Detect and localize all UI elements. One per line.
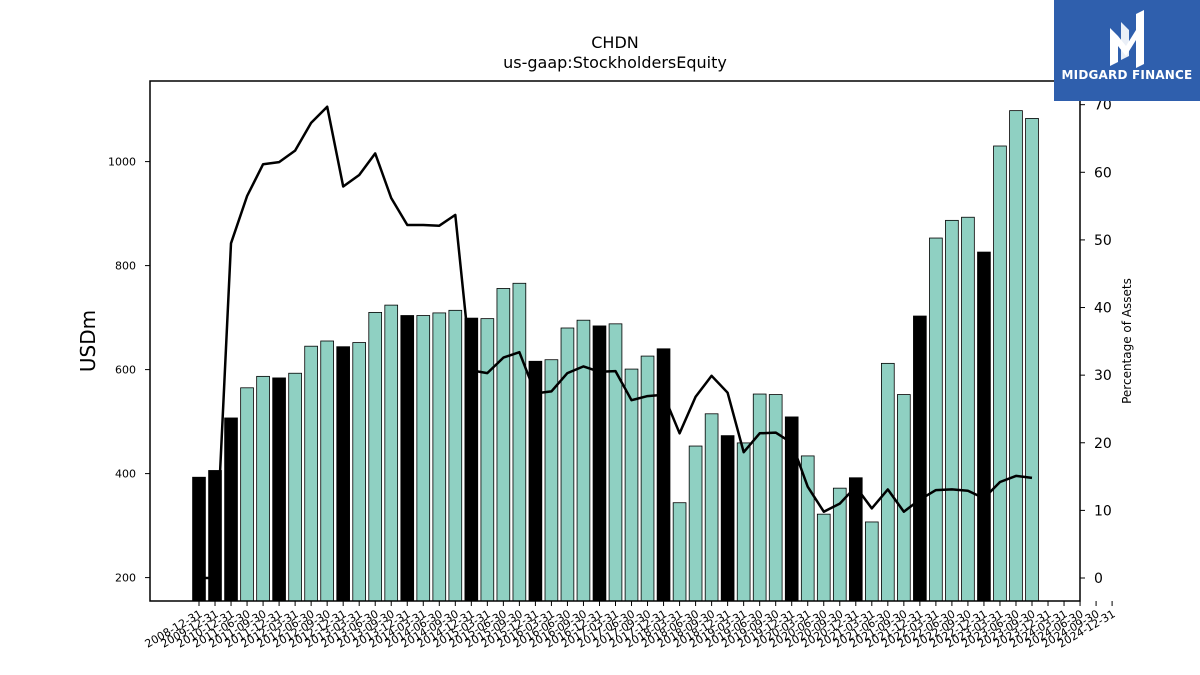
bar bbox=[480, 318, 495, 602]
bar bbox=[352, 342, 366, 602]
bar bbox=[881, 362, 895, 602]
logo-text: MIDGARD FINANCE bbox=[1061, 68, 1193, 82]
bar bbox=[848, 477, 863, 602]
bar bbox=[816, 513, 831, 602]
bar bbox=[704, 413, 719, 602]
y-tick-label: 800 bbox=[115, 260, 136, 273]
bar bbox=[656, 348, 671, 602]
bar bbox=[1025, 118, 1039, 602]
x-axis: 2008-12-312009-12-312010-12-312011-06-30… bbox=[143, 601, 1118, 651]
bar bbox=[496, 288, 511, 602]
bar bbox=[400, 315, 415, 602]
bar bbox=[576, 319, 591, 602]
bar bbox=[560, 327, 575, 602]
bar bbox=[736, 442, 751, 602]
y-tick-label: 400 bbox=[115, 468, 136, 481]
bar bbox=[272, 377, 286, 602]
bar bbox=[752, 393, 767, 602]
y2-tick-label: 0 bbox=[1094, 571, 1103, 587]
y2-axis-label: Percentage of Assets bbox=[1120, 278, 1134, 404]
bar bbox=[672, 502, 687, 602]
y2-tick-label: 30 bbox=[1094, 368, 1112, 384]
bar bbox=[416, 315, 431, 602]
midgard-logo-icon bbox=[1110, 10, 1144, 68]
y-axis-right: 0 10 20 30 40 50 60 70 bbox=[1080, 98, 1112, 587]
bar bbox=[384, 304, 399, 602]
bar bbox=[336, 346, 350, 602]
bar bbox=[624, 368, 639, 602]
bar bbox=[448, 309, 463, 602]
y2-tick-label: 50 bbox=[1094, 233, 1112, 249]
bar bbox=[929, 237, 943, 602]
bar bbox=[640, 355, 655, 602]
y-axis-left: 200 400 600 800 1000 bbox=[108, 156, 150, 585]
bar bbox=[320, 340, 334, 602]
bar bbox=[961, 216, 975, 602]
y2-tick-label: 10 bbox=[1094, 503, 1112, 519]
bar bbox=[528, 360, 543, 602]
y2-tick-label: 20 bbox=[1094, 436, 1112, 452]
bar bbox=[544, 359, 559, 602]
y-tick-label: 200 bbox=[115, 572, 136, 585]
bar bbox=[288, 372, 302, 602]
bar bbox=[592, 325, 607, 602]
bar bbox=[768, 394, 783, 602]
chart-subtitle: us-gaap:StockholdersEquity bbox=[503, 53, 727, 72]
bar bbox=[977, 251, 991, 602]
bar bbox=[913, 315, 927, 602]
bar bbox=[1009, 110, 1023, 602]
bar bbox=[256, 375, 270, 602]
midgard-finance-logo: MIDGARD FINANCE bbox=[1054, 0, 1200, 101]
y-axis-label: USDm bbox=[76, 310, 100, 372]
bar-series bbox=[192, 110, 1039, 602]
bar bbox=[224, 417, 238, 602]
y2-tick-label: 60 bbox=[1094, 165, 1112, 181]
bar bbox=[945, 219, 959, 602]
bar bbox=[240, 387, 254, 602]
y-tick-label: 1000 bbox=[108, 156, 136, 169]
bar bbox=[608, 323, 623, 602]
bar bbox=[897, 394, 911, 602]
bar bbox=[304, 345, 318, 602]
bar bbox=[368, 311, 383, 602]
bar bbox=[432, 312, 447, 602]
y-tick-label: 600 bbox=[115, 364, 136, 377]
bar bbox=[865, 521, 879, 602]
bar bbox=[993, 145, 1007, 602]
bar bbox=[720, 435, 735, 602]
bar bbox=[192, 476, 206, 602]
y2-tick-label: 40 bbox=[1094, 301, 1112, 317]
chart-title: CHDN bbox=[591, 33, 639, 52]
bar bbox=[512, 282, 527, 602]
line-series bbox=[199, 105, 1033, 580]
y2-tick-label: 70 bbox=[1094, 98, 1112, 114]
percentage-line bbox=[199, 105, 1033, 580]
bar bbox=[688, 445, 703, 602]
